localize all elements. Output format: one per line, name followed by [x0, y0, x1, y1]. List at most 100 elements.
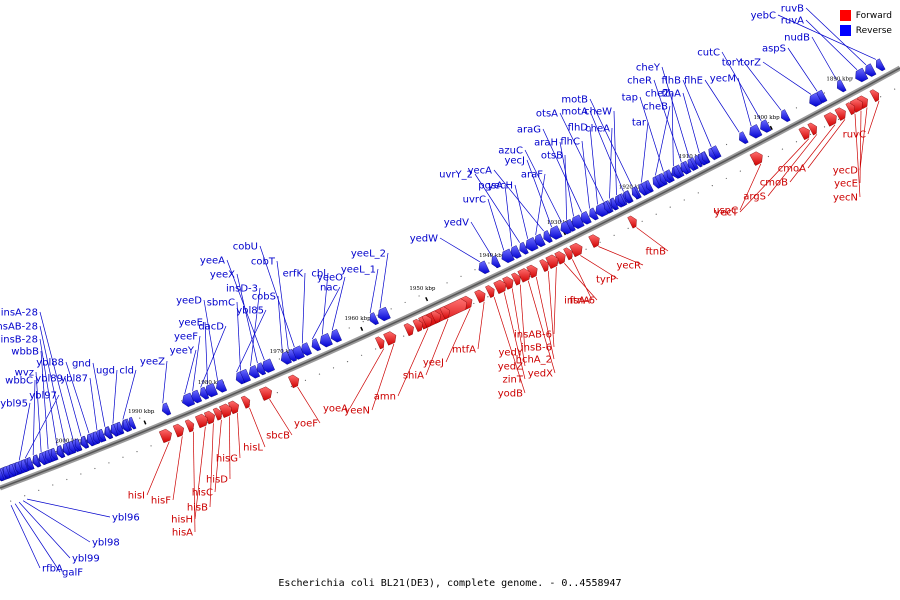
gene-reverse-block — [624, 190, 633, 203]
gene-label-pgsA: pgsA — [478, 181, 503, 192]
gene-label-line — [859, 107, 868, 171]
gene-reverse-yecM — [749, 124, 763, 139]
gene-label-line — [589, 126, 598, 205]
minor-tick — [346, 361, 349, 363]
gene-label-line — [311, 286, 341, 340]
gene-label-line — [229, 416, 231, 480]
gene-reverse-azuC — [560, 220, 572, 235]
gene-label-line — [564, 263, 598, 301]
gene-reverse-yeeA — [261, 358, 275, 373]
scale-tick-label: 1980 kbp — [198, 380, 225, 386]
minor-tick — [851, 77, 853, 79]
minor-tick — [627, 227, 629, 229]
gene-forward-hisB — [203, 410, 216, 425]
gene-label-line — [636, 227, 669, 252]
gene-label-line — [762, 61, 812, 95]
gene-label-insB-28: insB-28 — [0, 335, 38, 346]
gene-reverse-dacD — [199, 386, 210, 400]
gene-forward-insAB-6 — [545, 254, 559, 269]
gene-reverse-block — [45, 450, 53, 463]
gene-reverse-flhE — [739, 131, 749, 145]
gene-reverse-yeeY — [182, 392, 196, 407]
minor-tick — [362, 321, 364, 323]
minor-tick — [24, 495, 26, 497]
gene-forward-tyrP — [569, 242, 583, 258]
gene-reverse-nudB — [836, 79, 847, 93]
gene-label-line — [349, 348, 385, 409]
gene-label-line — [589, 110, 624, 192]
gene-label-line — [194, 426, 206, 520]
gene-reverse-yeeZ — [161, 402, 172, 416]
gene-label-line — [641, 121, 649, 183]
gene-label-line — [572, 259, 593, 301]
scale-tick-mark — [769, 125, 773, 131]
gene-reverse-block — [687, 158, 696, 171]
genome-backbone — [0, 65, 900, 491]
gene-label-insAB-6: insAB-6 — [514, 330, 552, 341]
gene-reverse-araG — [580, 211, 592, 225]
gene-label-line — [236, 309, 267, 373]
gene-label-line — [22, 500, 91, 543]
gene-reverse-block — [81, 436, 89, 449]
gene-reverse-araH — [571, 214, 585, 229]
gene-label-line — [27, 498, 111, 518]
gene-label-flhE: flhE — [684, 76, 703, 87]
gene-label-line — [236, 273, 258, 364]
gene-label-line — [671, 92, 674, 167]
minor-tick — [599, 241, 601, 243]
gene-label-ybl98: ybl98 — [92, 538, 120, 549]
gene-reverse-block — [63, 443, 71, 456]
gene-reverse-block — [617, 194, 626, 207]
gene-label-line — [535, 276, 555, 360]
gene-label-ruvB: ruvB — [781, 4, 804, 15]
gene-label-tap: tap — [622, 93, 638, 104]
minor-tick — [348, 327, 350, 329]
scale-tick-label: 1990 kbp — [128, 409, 155, 415]
minor-tick — [52, 484, 54, 486]
gene-label-araG: araG — [517, 125, 541, 136]
gene-label-insD-3: insD-3 — [226, 284, 258, 295]
minor-tick — [711, 185, 713, 187]
gene-label-hisH: hisH — [171, 515, 193, 526]
gene-reverse-block — [110, 424, 119, 437]
gene-label-insA-6: insA-6 — [564, 296, 595, 307]
gene-forward-ruvC — [869, 89, 880, 103]
gene-reverse-block — [98, 428, 107, 442]
gene-reverse-block — [666, 169, 675, 182]
gene-label-yecA: yecA — [468, 166, 493, 177]
legend-forward: Forward — [839, 8, 892, 23]
gene-label-flhD: flhD — [568, 123, 589, 134]
gene-reverse-block — [708, 147, 717, 161]
gene-label-line — [777, 14, 877, 60]
minor-tick — [781, 148, 784, 150]
gene-label-hisD: hisD — [206, 475, 228, 486]
minor-tick — [655, 213, 657, 215]
gene-forward-yecR — [588, 234, 600, 248]
forward-swatch — [839, 10, 851, 21]
gene-reverse-block — [659, 172, 668, 186]
gene-label-line — [559, 112, 604, 202]
minor-tick — [276, 392, 278, 394]
gene-label-yeeJ: yeeJ — [423, 358, 444, 369]
gene-label-line — [250, 287, 261, 367]
gene-label-yeeL_2: yeeL_2 — [351, 249, 386, 260]
gene-label-line — [214, 419, 222, 493]
gene-label-wbbC: wbbC — [5, 376, 33, 387]
gene-label-ybl89: ybl89 — [35, 374, 63, 385]
gene-label-yecD: yecD — [833, 166, 859, 177]
gene-label-hchA_2: hchA_2 — [516, 355, 552, 366]
gene-label-uvrC: uvrC — [463, 195, 486, 206]
gene-label-line — [477, 301, 485, 350]
minor-tick — [795, 107, 798, 109]
gene-reverse-block — [122, 419, 131, 432]
minor-tick — [278, 358, 280, 360]
gene-label-otsB: otsB — [541, 151, 563, 162]
gene-label-line — [613, 110, 617, 196]
gene-label-cbl: cbl — [311, 269, 326, 280]
gene-reverse-ruvB — [865, 63, 877, 77]
gene-forward-block — [439, 306, 450, 320]
gene-label-line — [425, 318, 449, 376]
minor-tick — [122, 456, 124, 458]
gene-label-hisI: hisI — [128, 491, 145, 502]
